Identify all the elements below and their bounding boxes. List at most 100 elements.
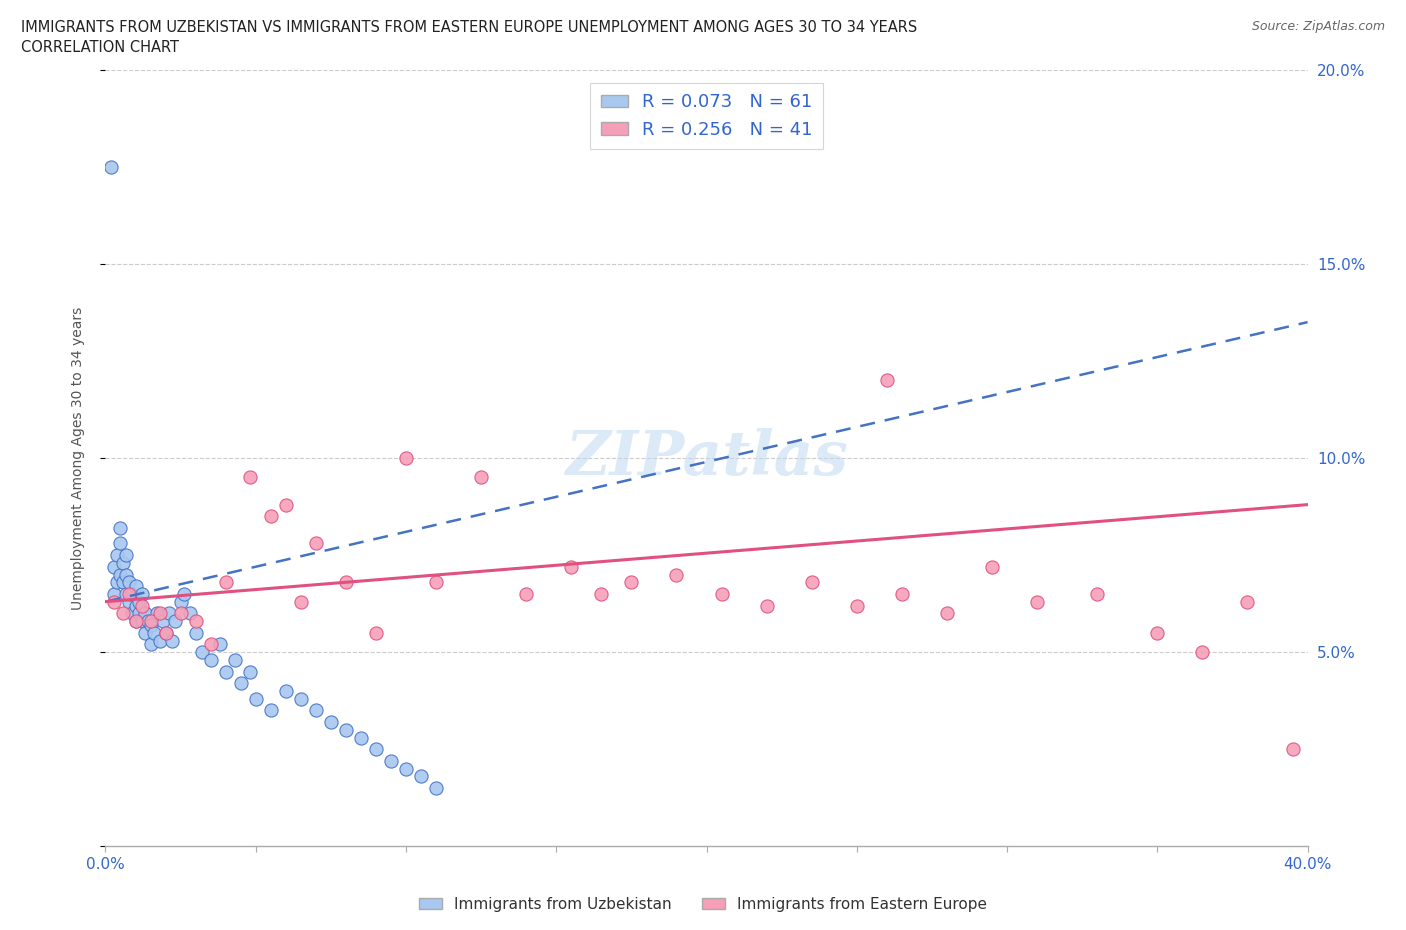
Point [190,644,212,659]
Point [245,691,267,706]
Point [319,714,342,729]
Point [184,625,207,640]
Point [200,637,222,652]
Point [112,555,135,570]
Point [364,625,387,640]
Point [755,598,778,613]
Point [409,769,432,784]
Point [290,594,312,609]
Point [107,548,129,563]
Point [115,548,138,563]
Point [169,594,191,609]
Point [239,470,262,485]
Point [845,598,868,613]
Point [224,653,246,668]
Point [981,559,1004,574]
Point [364,742,387,757]
Point [274,684,297,698]
Point [110,536,132,551]
Point [890,587,912,602]
Point [936,606,959,621]
Point [169,606,191,621]
Point [121,587,143,602]
Point [591,587,613,602]
Point [148,606,170,621]
Point [131,614,153,629]
Point [560,559,582,574]
Point [103,594,125,609]
Point [134,606,156,621]
Point [110,567,132,582]
Point [163,614,186,629]
Point [145,606,167,621]
Point [395,451,418,466]
Point [121,606,143,621]
Point [1281,742,1303,757]
Legend: R = 0.073   N = 61, R = 0.256   N = 41: R = 0.073 N = 61, R = 0.256 N = 41 [589,83,824,150]
Point [112,606,135,621]
Point [214,575,236,590]
Point [155,625,177,640]
Point [100,159,122,174]
Point [239,664,262,679]
Point [425,780,447,795]
Point [214,664,236,679]
Point [200,653,222,668]
Point [800,575,823,590]
Point [665,567,688,582]
Point [134,625,156,640]
Point [274,498,297,512]
Point [380,753,402,768]
Point [1085,587,1108,602]
Point [124,614,146,629]
Legend: Immigrants from Uzbekistan, Immigrants from Eastern Europe: Immigrants from Uzbekistan, Immigrants f… [412,891,994,918]
Point [136,614,159,629]
Point [229,676,252,691]
Point [131,587,153,602]
Point [155,625,177,640]
Point [395,761,418,776]
Point [335,575,357,590]
Point [1146,625,1168,640]
Point [1191,644,1213,659]
Point [103,587,125,602]
Point [208,637,231,652]
Point [103,559,125,574]
Point [128,606,150,621]
Point [148,633,170,648]
Point [160,633,183,648]
Point [112,575,135,590]
Text: Source: ZipAtlas.com: Source: ZipAtlas.com [1251,20,1385,33]
Point [124,578,146,593]
Point [1026,594,1049,609]
Point [260,703,283,718]
Point [142,625,165,640]
Point [157,606,180,621]
Point [184,614,207,629]
Text: ZIPatlas: ZIPatlas [565,428,848,488]
Point [128,594,150,609]
Text: IMMIGRANTS FROM UZBEKISTAN VS IMMIGRANTS FROM EASTERN EUROPE UNEMPLOYMENT AMONG : IMMIGRANTS FROM UZBEKISTAN VS IMMIGRANTS… [21,20,917,35]
Point [260,509,283,524]
Point [305,536,328,551]
Point [139,614,162,629]
Point [118,594,141,609]
Y-axis label: Unemployment Among Ages 30 to 34 years: Unemployment Among Ages 30 to 34 years [70,306,84,610]
Point [139,637,162,652]
Point [1236,594,1258,609]
Point [876,373,898,388]
Point [305,703,328,718]
Point [173,587,195,602]
Point [152,614,174,629]
Point [350,730,373,745]
Point [515,587,537,602]
Point [118,575,141,590]
Text: CORRELATION CHART: CORRELATION CHART [21,40,179,55]
Point [335,723,357,737]
Point [139,618,162,632]
Point [710,587,733,602]
Point [179,606,201,621]
Point [110,521,132,536]
Point [115,567,138,582]
Point [131,598,153,613]
